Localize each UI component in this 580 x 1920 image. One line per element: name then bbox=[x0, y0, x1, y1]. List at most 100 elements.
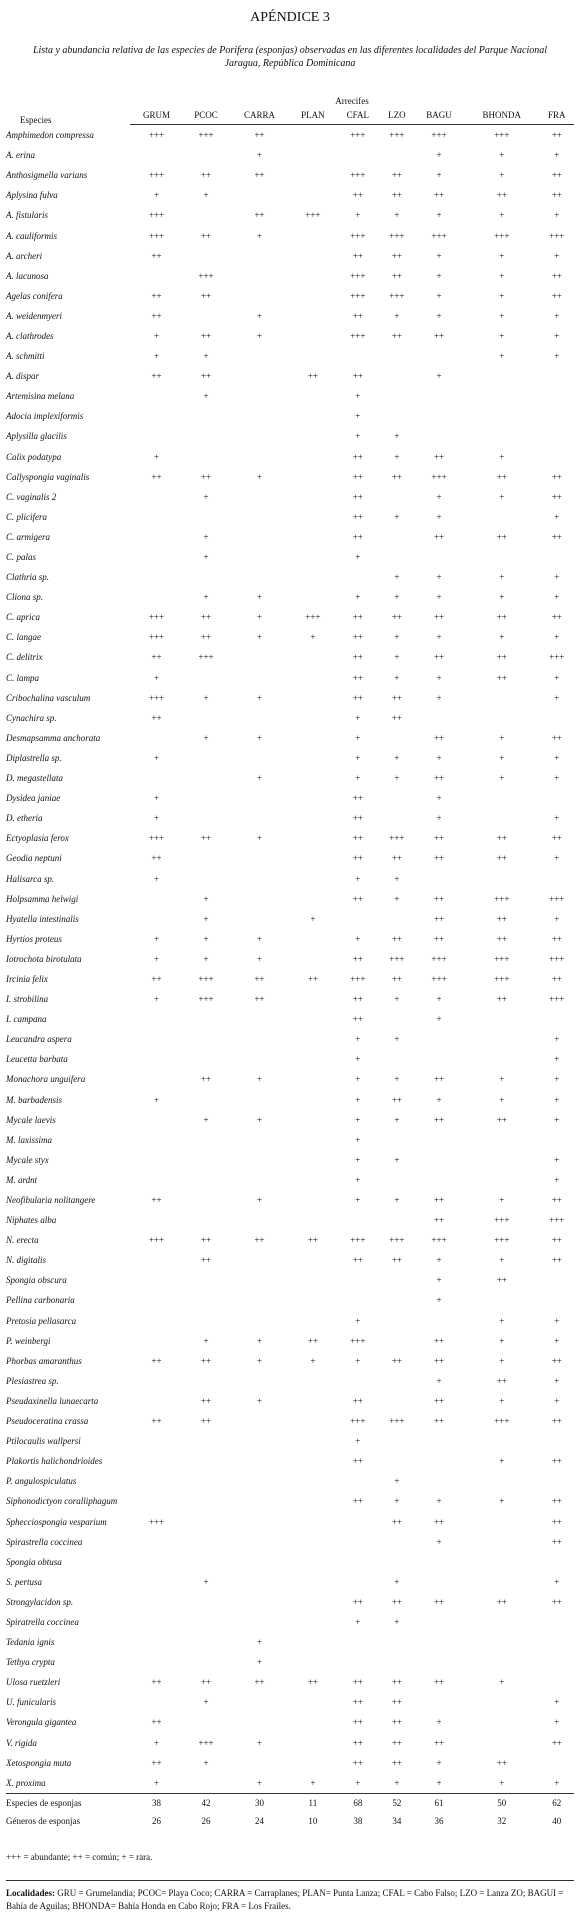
table-row: Aplysilla glacilis + + bbox=[6, 426, 574, 446]
abundance-cell bbox=[183, 1632, 229, 1652]
abundance-cell bbox=[229, 1371, 290, 1391]
abundance-cell: ++ bbox=[151, 371, 162, 382]
species-name: A. cauliformis bbox=[6, 230, 57, 241]
abundance-cell: ++ bbox=[151, 1416, 162, 1427]
abundance-cell bbox=[229, 1753, 290, 1773]
species-name: Neofibularia nolitangere bbox=[6, 1195, 96, 1206]
abundance-cell: + bbox=[394, 310, 400, 321]
abundance-cell: + bbox=[436, 310, 442, 321]
abundance-cell bbox=[130, 1049, 183, 1069]
abundance-cell: + bbox=[554, 330, 560, 341]
abundance-cell bbox=[290, 467, 336, 487]
abundance-cell bbox=[229, 708, 290, 728]
abundance-cell: ++ bbox=[391, 1737, 402, 1748]
abundance-cell bbox=[130, 1110, 183, 1130]
localities-label: Localidades: bbox=[6, 1888, 56, 1898]
abundance-cell: + bbox=[499, 773, 505, 784]
species-name: Plesiastrea sp. bbox=[6, 1375, 59, 1386]
abundance-cell bbox=[290, 1511, 336, 1531]
species-name: Cynachira sp. bbox=[6, 712, 57, 723]
abundance-cell: ++ bbox=[496, 994, 507, 1005]
table-row: Spongia obscura + ++ bbox=[6, 1270, 574, 1290]
abundance-cell: + bbox=[394, 451, 400, 462]
species-name: M. ardnt bbox=[6, 1174, 38, 1185]
species-name: Amphimedon compressa bbox=[6, 129, 94, 140]
abundance-cell: +++ bbox=[198, 994, 214, 1005]
abundance-cell bbox=[130, 1130, 183, 1150]
abundance-cell: +++ bbox=[494, 130, 510, 141]
abundance-cell: ++ bbox=[496, 1114, 507, 1125]
abundance-cell bbox=[130, 547, 183, 567]
abundance-cell bbox=[183, 567, 229, 587]
abundance-cell bbox=[130, 909, 183, 929]
table-row: Iotrochota birotulata + + + ++ +++ +++ +++ +++ bbox=[6, 949, 574, 969]
total-cell: 10 bbox=[308, 1815, 318, 1826]
total-cell: 40 bbox=[552, 1815, 562, 1826]
abundance-cell bbox=[540, 426, 574, 446]
abundance-cell: +++ bbox=[494, 953, 510, 964]
table-row: Plakortis halichondrioides ++ + ++ bbox=[6, 1451, 574, 1471]
abundance-cell: + bbox=[554, 1697, 560, 1708]
abundance-cell bbox=[130, 1572, 183, 1592]
abundance-cell bbox=[336, 346, 380, 366]
abundance-cell: +++ bbox=[350, 1235, 366, 1246]
totals-row: Géneros de esponjas 26 26 24 10 38 34 36 32 40 bbox=[6, 1812, 574, 1830]
abundance-cell bbox=[183, 145, 229, 165]
abundance-cell: ++ bbox=[551, 491, 562, 502]
localities: Localidades: GRU = Grumelandia; PCOC= Pl… bbox=[6, 1880, 574, 1913]
abundance-cell bbox=[229, 1692, 290, 1712]
abundance-cell bbox=[414, 1552, 464, 1572]
abundance-cell: +++ bbox=[549, 652, 565, 663]
abundance-cell bbox=[229, 1130, 290, 1150]
abundance-cell: ++ bbox=[551, 612, 562, 623]
abundance-cell bbox=[414, 1471, 464, 1491]
abundance-cell bbox=[229, 1250, 290, 1270]
abundance-cell: + bbox=[436, 170, 442, 181]
abundance-cell: ++ bbox=[200, 1255, 212, 1266]
abundance-cell: + bbox=[554, 1717, 560, 1728]
abundance-cell bbox=[336, 1511, 380, 1531]
abundance-cell bbox=[290, 1471, 336, 1491]
species-name: Callyspongia vaginalis bbox=[6, 471, 90, 482]
abundance-cell: + bbox=[203, 552, 209, 563]
abundance-cell bbox=[130, 1029, 183, 1049]
abundance-cell: +++ bbox=[350, 1416, 366, 1427]
abundance-cell: + bbox=[310, 632, 316, 643]
abundance-cell: + bbox=[394, 873, 400, 884]
species-name: A. fistularis bbox=[6, 210, 49, 221]
abundance-cell: + bbox=[394, 752, 400, 763]
abundance-cell bbox=[464, 1150, 540, 1170]
abundance-cell bbox=[229, 1592, 290, 1612]
abundance-cell bbox=[414, 1029, 464, 1049]
abundance-cell bbox=[183, 1592, 229, 1612]
abundance-cell bbox=[380, 487, 414, 507]
abundance-cell: + bbox=[256, 833, 262, 844]
abundance-cell: ++ bbox=[551, 833, 562, 844]
abundance-cell: +++ bbox=[494, 230, 510, 241]
abundance-cell: + bbox=[153, 813, 160, 824]
abundance-cell bbox=[380, 1632, 414, 1652]
species-name: S. pertusa bbox=[6, 1576, 42, 1587]
abundance-cell: ++ bbox=[200, 1074, 212, 1085]
species-name: A. archeri bbox=[6, 250, 43, 261]
abundance-cell: + bbox=[554, 853, 560, 864]
abundance-cell bbox=[290, 868, 336, 888]
table-row: Monachora unguifera ++ + + + ++ + + bbox=[6, 1069, 574, 1089]
abundance-cell bbox=[290, 185, 336, 205]
abundance-cell: + bbox=[355, 773, 361, 784]
species-name: Halisarca sp. bbox=[6, 873, 55, 884]
abundance-cell bbox=[290, 1451, 336, 1471]
abundance-cell: + bbox=[394, 1154, 400, 1165]
abundance-cell bbox=[290, 1431, 336, 1451]
abundance-cell bbox=[540, 1652, 574, 1672]
abundance-cell bbox=[380, 1652, 414, 1672]
abundance-cell: + bbox=[203, 913, 209, 924]
table-row: C. vaginalis 2 + ++ + + ++ bbox=[6, 487, 574, 507]
abundance-cell bbox=[290, 1532, 336, 1552]
abundance-cell: ++ bbox=[433, 1516, 445, 1527]
abundance-cell: ++ bbox=[254, 210, 265, 221]
abundance-cell: + bbox=[153, 330, 160, 341]
species-name: M. barbadensis bbox=[6, 1094, 62, 1105]
abundance-cell bbox=[290, 748, 336, 768]
abundance-cell bbox=[229, 1712, 290, 1732]
